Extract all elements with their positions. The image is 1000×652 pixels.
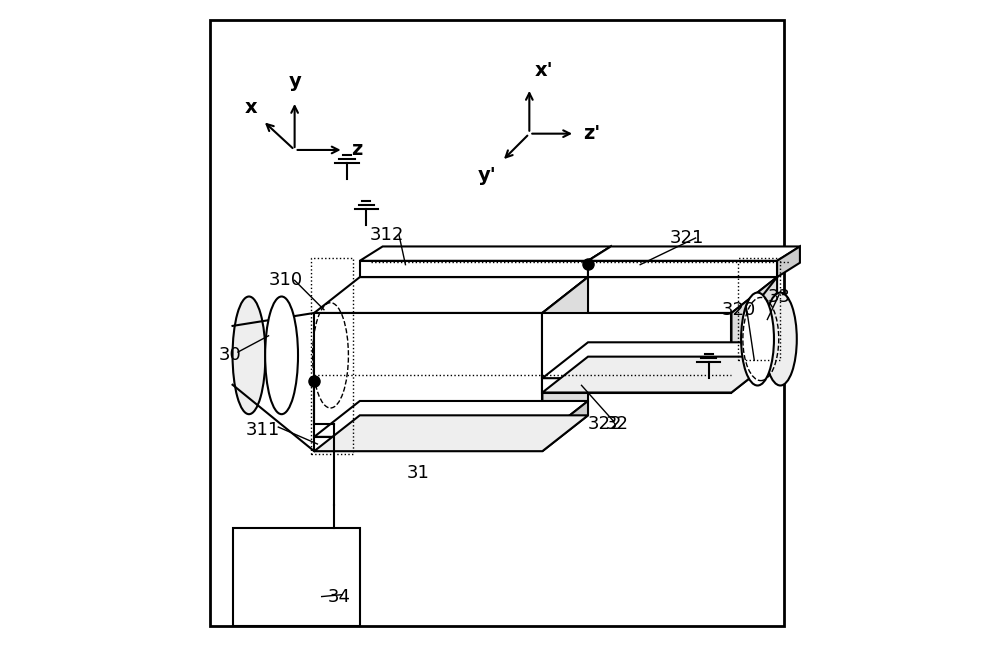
Text: 30: 30: [218, 346, 241, 364]
Bar: [233, 528, 360, 626]
Polygon shape: [314, 437, 542, 451]
Text: y: y: [288, 72, 301, 91]
Polygon shape: [588, 246, 800, 261]
Text: 33: 33: [767, 288, 790, 306]
Text: 320: 320: [722, 301, 756, 319]
Polygon shape: [314, 313, 542, 437]
Text: 312: 312: [370, 226, 404, 244]
Polygon shape: [588, 261, 777, 277]
Polygon shape: [542, 378, 731, 393]
Polygon shape: [542, 313, 731, 378]
Text: 311: 311: [246, 421, 280, 439]
Polygon shape: [314, 401, 588, 437]
Text: 310: 310: [269, 271, 303, 289]
Polygon shape: [314, 401, 588, 437]
Polygon shape: [588, 246, 611, 277]
Polygon shape: [542, 277, 588, 437]
Text: x': x': [535, 61, 553, 80]
Text: 321: 321: [670, 229, 704, 247]
Polygon shape: [360, 261, 588, 277]
Bar: [210, 20, 784, 626]
Polygon shape: [542, 342, 777, 378]
Text: 32: 32: [606, 415, 629, 433]
Polygon shape: [542, 342, 777, 378]
Text: y': y': [478, 166, 497, 185]
Text: 322: 322: [588, 415, 623, 433]
Ellipse shape: [764, 293, 797, 385]
Text: z': z': [583, 124, 600, 143]
Text: x: x: [245, 98, 258, 117]
Polygon shape: [731, 342, 777, 393]
Polygon shape: [731, 277, 777, 378]
Polygon shape: [314, 415, 588, 451]
Text: 34: 34: [327, 587, 350, 606]
Polygon shape: [542, 401, 588, 451]
Polygon shape: [360, 246, 611, 261]
Ellipse shape: [265, 297, 298, 414]
Text: z: z: [351, 140, 363, 160]
Polygon shape: [777, 246, 800, 277]
Text: 31: 31: [407, 464, 430, 482]
Polygon shape: [542, 277, 777, 313]
Ellipse shape: [741, 293, 774, 385]
Polygon shape: [542, 357, 777, 393]
Polygon shape: [314, 277, 588, 313]
Ellipse shape: [233, 297, 265, 414]
